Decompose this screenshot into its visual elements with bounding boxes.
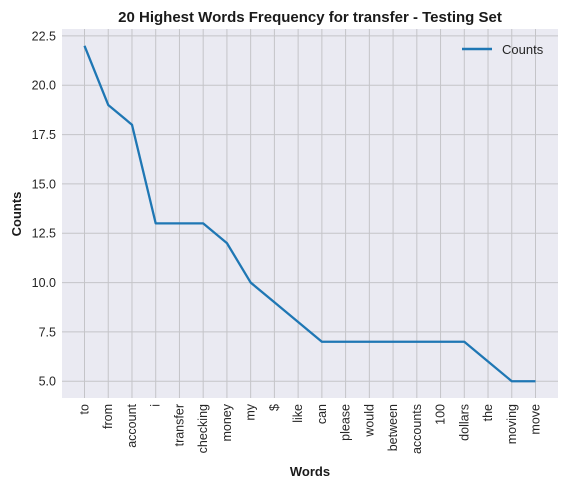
y-tick-label: 17.5 (32, 128, 56, 142)
x-tick-label: account (125, 403, 139, 447)
y-axis-label: Counts (9, 192, 24, 237)
x-tick-label: move (529, 404, 543, 435)
x-tick-label: accounts (410, 404, 424, 454)
x-tick-labels: to from account i transfer checking money my $ li… (78, 403, 543, 454)
y-tick-label: 10.0 (32, 276, 56, 290)
x-tick-label: would (362, 404, 376, 438)
x-tick-label: money (220, 403, 234, 441)
x-tick-label: between (386, 404, 400, 451)
x-tick-label: i (149, 404, 163, 407)
y-tick-labels: 5.0 7.5 10.0 12.5 15.0 17.5 20.0 22.5 (32, 29, 56, 388)
x-axis-label: Words (290, 464, 330, 479)
x-tick-label: checking (196, 404, 210, 453)
x-tick-label: dollars (457, 404, 471, 441)
series-line-counts (83, 45, 536, 383)
x-tick-label: like (291, 404, 305, 423)
y-tick-label: 12.5 (32, 227, 56, 241)
grid-lines (62, 29, 558, 398)
x-tick-label: to (78, 404, 92, 414)
x-tick-label: $ (267, 404, 281, 411)
y-tick-label: 5.0 (39, 375, 56, 389)
x-tick-label: please (339, 404, 353, 441)
legend-label-counts: Counts (502, 42, 544, 57)
x-tick-label: from (101, 404, 115, 429)
plot-background (62, 29, 558, 398)
y-tick-label: 7.5 (39, 325, 56, 339)
x-tick-label: the (481, 404, 495, 421)
chart-title: 20 Highest Words Frequency for transfer … (118, 9, 502, 26)
series-layer (83, 45, 536, 383)
x-tick-label: moving (505, 404, 519, 444)
y-tick-label: 22.5 (32, 29, 56, 43)
legend: Counts (462, 42, 544, 57)
x-tick-label: 100 (434, 404, 448, 425)
y-tick-label: 15.0 (32, 177, 56, 191)
x-tick-label: can (315, 404, 329, 424)
x-tick-label: my (244, 403, 258, 420)
x-tick-label: transfer (172, 404, 186, 446)
y-tick-label: 20.0 (32, 79, 56, 93)
